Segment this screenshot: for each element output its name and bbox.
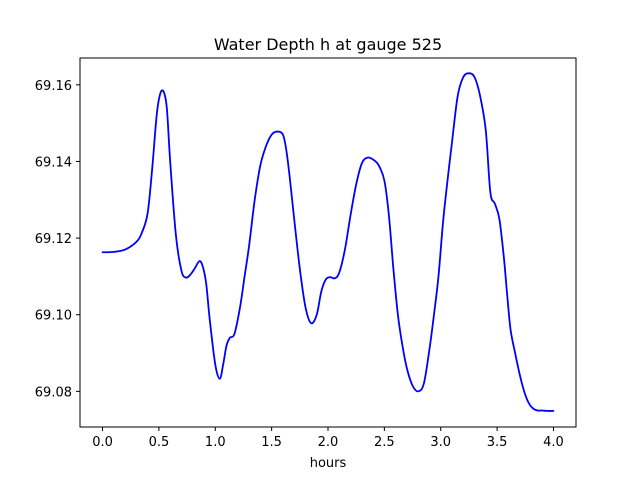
chart-title: Water Depth h at gauge 525	[214, 35, 442, 54]
x-tick-label: 2.0	[318, 435, 339, 450]
y-tick-label: 69.12	[35, 232, 72, 247]
x-tick-label: 0.5	[149, 435, 170, 450]
x-tick-label: 1.5	[261, 435, 282, 450]
x-tick-label: 1.0	[205, 435, 226, 450]
x-tick-label: 3.0	[430, 435, 451, 450]
series-line-0	[101, 72, 555, 412]
y-tick-label: 69.10	[35, 309, 72, 324]
plot-area: 0.0 0.5 1.0 1.5 2.0 2.5 3.0 3.5 4.0 69.08 69.10 69.…	[35, 57, 577, 450]
x-axis-label: hours	[310, 456, 347, 471]
x-tick-label: 0.0	[92, 435, 113, 450]
y-tick-label: 69.16	[35, 79, 72, 94]
x-tick-label: 4.0	[543, 435, 564, 450]
x-tick-label: 3.5	[487, 435, 508, 450]
x-tick-label: 2.5	[374, 435, 395, 450]
y-tick-label: 69.14	[35, 155, 72, 170]
y-tick-label: 69.08	[35, 385, 72, 400]
